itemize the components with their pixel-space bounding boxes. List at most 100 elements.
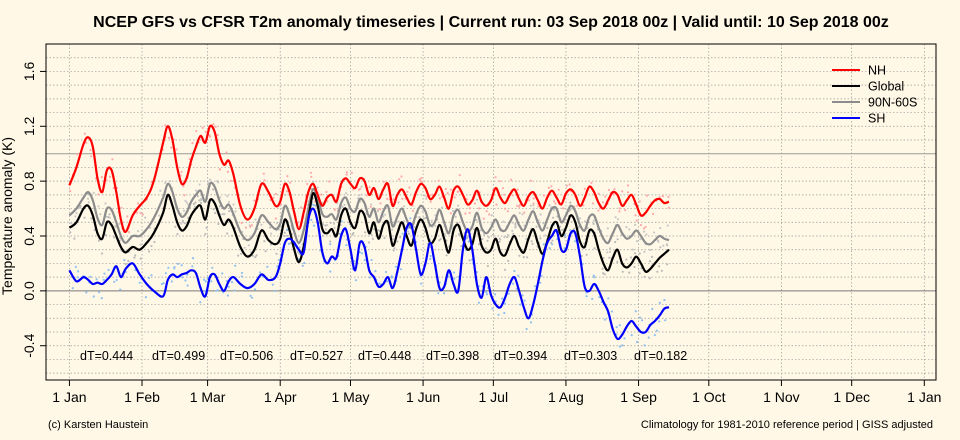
x-tick-label: 1 Feb [124, 389, 160, 405]
scatter-point [164, 181, 167, 184]
scatter-point [377, 229, 380, 232]
scatter-point [409, 217, 412, 220]
scatter-point [601, 267, 604, 270]
scatter-point [192, 202, 195, 205]
scatter-point [135, 211, 138, 214]
scatter-point [504, 302, 507, 305]
scatter-point [506, 233, 509, 236]
x-tick-label: 1 Aug [548, 389, 584, 405]
scatter-point [97, 193, 100, 196]
scatter-point [552, 216, 555, 219]
scatter-point [118, 222, 121, 225]
scatter-point [191, 142, 194, 145]
scatter-point [320, 193, 323, 196]
scatter-point [361, 252, 364, 255]
scatter-point [437, 179, 440, 182]
dt-annotation: dT=0.303 [564, 349, 617, 363]
scatter-point [399, 268, 402, 271]
scatter-point [329, 270, 332, 273]
scatter-point [219, 196, 222, 199]
scatter-point [102, 278, 105, 281]
scatter-point [563, 234, 567, 237]
scatter-point [522, 256, 525, 259]
scatter-point [384, 270, 388, 274]
scatter-point [400, 175, 403, 178]
scatter-point [364, 231, 367, 234]
scatter-point [660, 269, 664, 272]
scatter-point [100, 176, 103, 179]
scatter-point [516, 188, 519, 191]
scatter-point [559, 225, 562, 228]
scatter-point [229, 179, 233, 182]
scatter-point [283, 231, 286, 234]
scatter-point [653, 231, 656, 234]
scatter-point [396, 240, 399, 243]
scatter-point [614, 216, 617, 219]
scatter-point [512, 232, 515, 235]
legend-label: 90N-60S [868, 96, 917, 110]
scatter-point [423, 194, 426, 197]
scatter-point [624, 208, 627, 212]
scatter-point [648, 260, 652, 263]
scatter-point [124, 262, 127, 266]
scatter-point [621, 270, 624, 273]
scatter-point [634, 310, 637, 313]
scatter-point [401, 197, 404, 200]
scatter-point [582, 204, 585, 207]
scatter-point [643, 250, 646, 253]
scatter-point [221, 272, 224, 275]
scatter-point [341, 206, 344, 209]
scatter-point [258, 271, 262, 274]
scatter-point [468, 211, 471, 214]
scatter-point [592, 222, 595, 225]
scatter-point [532, 202, 535, 205]
scatter-point [407, 230, 410, 233]
scatter-point [127, 231, 130, 234]
scatter-point [345, 171, 348, 174]
scatter-point [456, 221, 459, 224]
scatter-point [615, 326, 618, 329]
scatter-point [546, 226, 549, 229]
scatter-point [217, 222, 220, 226]
scatter-point [188, 157, 191, 161]
scatter-point [150, 180, 153, 184]
scatter-point [383, 236, 386, 239]
scatter-point [458, 174, 461, 177]
scatter-point [542, 243, 545, 246]
x-tick-label: 1 May [331, 389, 369, 405]
scatter-point [97, 205, 100, 208]
scatter-point [562, 207, 565, 210]
scatter-point [625, 258, 628, 261]
scatter-point [113, 236, 116, 239]
scatter-point [481, 237, 484, 241]
scatter-point [401, 232, 404, 235]
scatter-point [244, 226, 247, 229]
scatter-point [507, 259, 510, 262]
scatter-point [175, 148, 178, 151]
scatter-point [453, 277, 456, 280]
scatter-point [498, 180, 501, 183]
scatter-point [263, 179, 266, 182]
x-tick-label: 1 Oct [692, 389, 726, 405]
scatter-point [105, 179, 108, 182]
scatter-point [511, 194, 514, 197]
scatter-point [275, 252, 278, 255]
scatter-point [635, 219, 638, 222]
scatter-point [211, 266, 214, 269]
scatter-point [204, 130, 207, 133]
x-tick-label: 1 Apr [264, 389, 297, 405]
annotations: dT=0.444 dT=0.499 dT=0.506 dT=0.527 dT=0.448… [80, 349, 687, 363]
scatter-point [606, 251, 609, 254]
scatter-point [207, 182, 210, 185]
scatter-point [266, 265, 269, 268]
scatter-point [183, 222, 186, 225]
scatter-point [503, 193, 506, 196]
scatter-point [514, 223, 517, 226]
scatter-point [103, 272, 106, 275]
scatter-point [92, 191, 95, 194]
scatter-point [326, 224, 329, 227]
scatter-point [498, 240, 501, 243]
y-tick-label: 0.8 [21, 171, 37, 191]
scatter-point [105, 215, 108, 218]
scatter-point [485, 210, 488, 213]
